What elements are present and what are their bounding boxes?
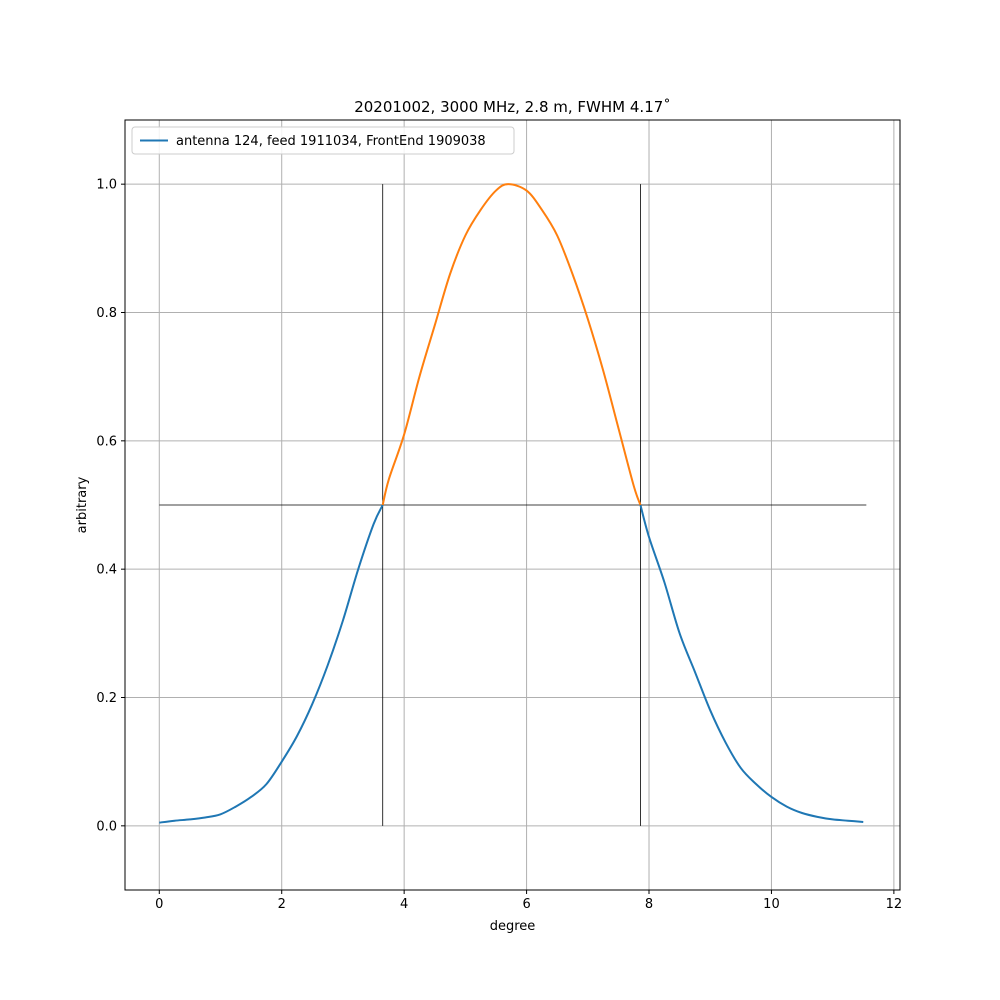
y-axis-label: arbitrary [75, 476, 90, 533]
series-line-right [639, 504, 864, 823]
chart-title: 20201002, 3000 MHz, 2.8 m, FWHM 4.17˚ [354, 98, 671, 116]
y-tick-label: 0.8 [96, 306, 117, 321]
series-layer [159, 183, 864, 824]
x-tick-label: 0 [155, 897, 163, 912]
x-tick-label: 2 [278, 897, 286, 912]
plot-frame [124, 119, 901, 891]
series-line-left [159, 504, 384, 824]
y-tick-label: 0.2 [96, 691, 117, 706]
tick-layer: 0 2 4 6 8 10 12 0.0 0.2 0.4 0.6 0.8 1.0 [96, 178, 902, 912]
x-tick-label: 12 [886, 897, 903, 912]
x-axis-label: degree [490, 919, 536, 934]
reference-lines [159, 184, 867, 826]
y-tick-label: 0.4 [96, 563, 117, 578]
fwhm-highlight-line [381, 183, 642, 506]
x-tick-label: 8 [645, 897, 653, 912]
y-tick-label: 0.6 [96, 434, 117, 449]
x-tick-label: 4 [400, 897, 408, 912]
x-tick-label: 10 [763, 897, 780, 912]
y-tick-label: 0.0 [96, 819, 117, 834]
x-tick-label: 6 [522, 897, 530, 912]
legend: antenna 124, feed 1911034, FrontEnd 1909… [131, 126, 515, 155]
legend-entry: antenna 124, feed 1911034, FrontEnd 1909… [176, 134, 486, 149]
legend-box [131, 126, 515, 155]
y-tick-label: 1.0 [96, 178, 117, 193]
